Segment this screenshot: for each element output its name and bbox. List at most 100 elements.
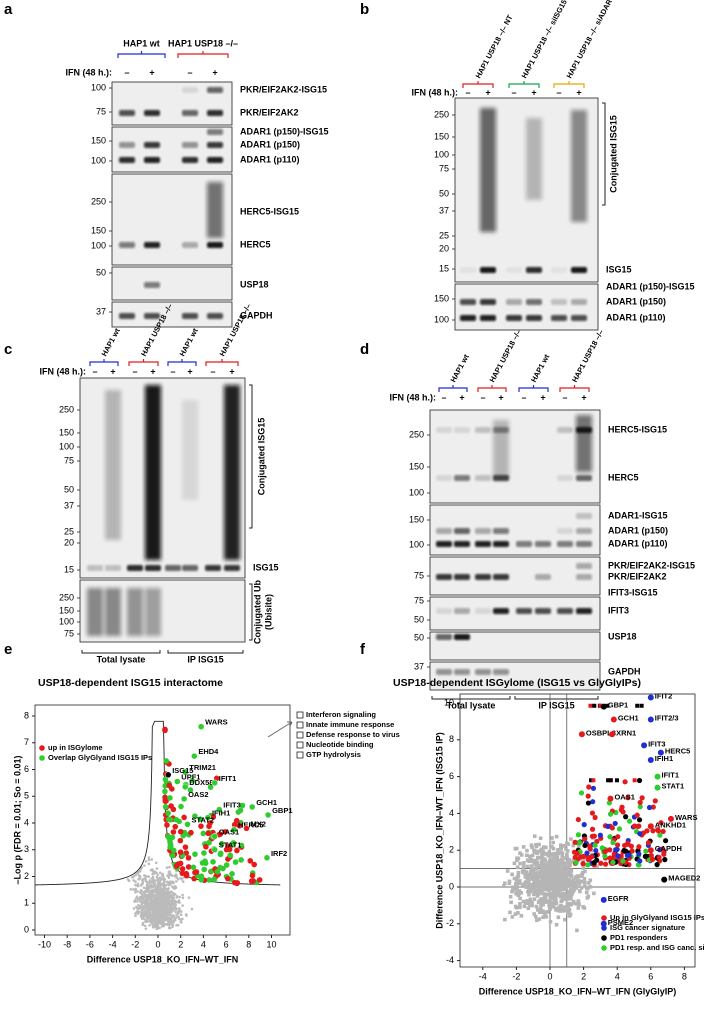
background-point [530,845,534,850]
hit-point [644,828,650,834]
background-point [545,886,550,890]
smear [145,385,161,560]
band [182,87,198,93]
background-point [560,880,565,884]
background-point [525,848,529,853]
background-point [513,904,518,909]
band [119,157,135,163]
group-bracket [518,385,549,392]
background-point [159,897,163,901]
background-point [147,891,150,894]
background-point [557,875,562,880]
background-point [557,866,562,870]
hit-point [649,856,656,862]
hit-point [170,829,177,835]
smear [105,588,121,636]
background-point [151,868,154,871]
background-point [162,890,166,894]
background-point [577,902,581,907]
background-point [154,919,158,922]
background-point [581,858,585,863]
x-tick-label: -10 [38,939,51,949]
hit-point [232,859,239,865]
gene-label: EGFR [608,894,629,903]
hit-point [599,845,605,851]
gene-label: IFIT2 [655,691,673,700]
background-point [158,889,162,893]
hit-point [247,858,254,864]
side-label: Conjugated Ub [252,580,262,644]
band [576,427,592,433]
band [207,110,223,116]
hit-point [223,862,230,868]
background-point [556,870,561,875]
background-point [517,889,522,893]
background-point [141,921,145,925]
background-point [556,848,560,852]
background-point [511,885,515,890]
background-point [535,918,539,923]
background-point [168,865,171,869]
background-point [168,921,171,925]
background-point [548,919,553,924]
lane-sign: + [110,366,115,376]
hit-point [581,822,587,828]
background-point [553,863,557,868]
background-point [567,908,572,912]
callout-arrow [267,721,293,738]
background-point [547,888,551,893]
lane-sign: – [170,366,175,376]
hit-point [629,848,635,854]
background-point [569,902,573,907]
gene-point [197,723,205,730]
background-point [582,884,587,888]
background-point [147,856,151,859]
background-point [543,896,547,900]
hit-point [643,848,649,854]
background-point [529,886,534,891]
band [460,315,476,321]
background-point [159,911,163,914]
band-label: ADAR1 (p110) [240,154,300,164]
background-point [540,852,544,856]
gene-label: IFIH1 [655,754,673,763]
background-point [159,906,162,910]
hit-point [250,878,256,884]
background-point [158,920,161,924]
background-point [179,920,183,924]
band-label: GAPDH [608,666,641,676]
background-point [181,893,184,897]
background-point [548,894,552,898]
hit-point [650,804,656,810]
background-point [551,857,555,862]
term-box [296,711,304,719]
background-point [535,908,540,912]
background-point [556,861,561,866]
hit-point [607,847,613,853]
term-box [296,751,304,759]
gene-label: STAT2 [192,815,215,824]
group-bracket [462,81,494,88]
background-point [135,910,139,914]
background-point [156,891,160,894]
mw-marker: 25 [64,526,74,536]
band [119,142,135,148]
background-point [167,887,170,890]
group-label: HAP1 USP18 –/– [168,38,238,48]
mw-marker: 50 [414,632,424,642]
lane-sign: – [124,67,129,77]
group-bracket [559,385,590,392]
hit-point [610,855,616,861]
y-tick-label: -2 [446,918,454,928]
gene-point [600,896,607,903]
background-point [523,880,528,885]
background-point [554,891,558,895]
hit-point [591,860,597,866]
background-point [564,879,568,883]
background-point [538,870,542,874]
legend-label: PD1 responders [610,933,668,942]
background-point [556,908,560,913]
hit-point [249,872,256,879]
x-tick-label: 6 [648,971,653,981]
group-label: HAP1 USP18 –/– siISG15 [520,0,569,80]
